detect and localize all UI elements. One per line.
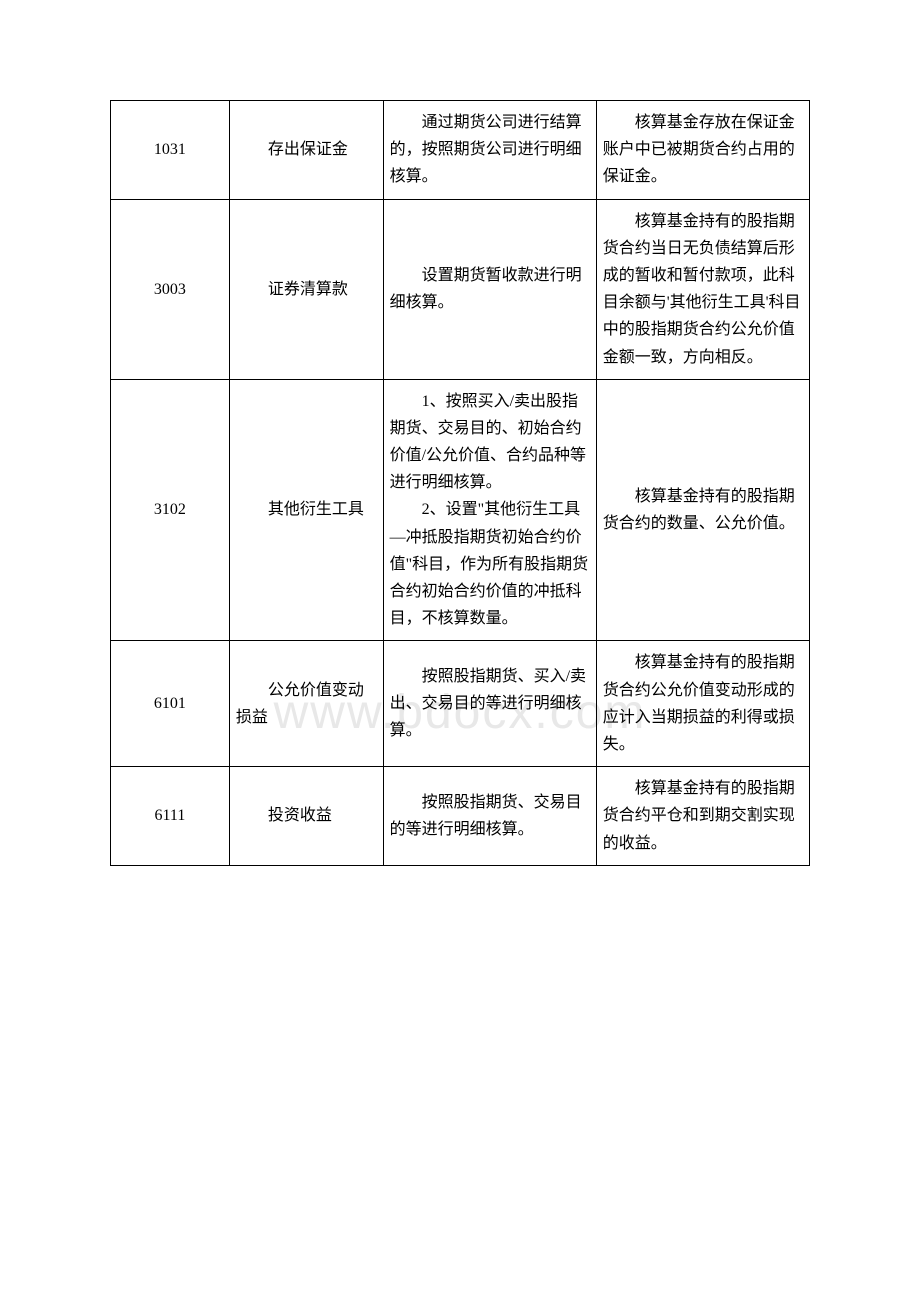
cell-desc: 核算基金持有的股指期货合约公允价值变动形成的应计入当期损益的利得或损失。 bbox=[596, 641, 809, 767]
cell-name: 证券清算款 bbox=[229, 199, 383, 379]
cell-desc: 核算基金持有的股指期货合约的数量、公允价值。 bbox=[596, 379, 809, 641]
cell-code: 6111 bbox=[111, 767, 230, 866]
cell-desc: 核算基金持有的股指期货合约平仓和到期交割实现的收益。 bbox=[596, 767, 809, 866]
cell-detail: 按照股指期货、交易目的等进行明细核算。 bbox=[383, 767, 596, 866]
cell-detail: 按照股指期货、买入/卖出、交易目的等进行明细核算。 bbox=[383, 641, 596, 767]
cell-name: 公允价值变动损益 bbox=[229, 641, 383, 767]
table-row: 6111 投资收益 按照股指期货、交易目的等进行明细核算。 核算基金持有的股指期… bbox=[111, 767, 810, 866]
table-row: 6101 公允价值变动损益 按照股指期货、买入/卖出、交易目的等进行明细核算。 … bbox=[111, 641, 810, 767]
cell-code: 3102 bbox=[111, 379, 230, 641]
cell-desc: 核算基金存放在保证金账户中已被期货合约占用的保证金。 bbox=[596, 101, 809, 200]
table-row: 3003 证券清算款 设置期货暂收款进行明细核算。 核算基金持有的股指期货合约当… bbox=[111, 199, 810, 379]
cell-name: 投资收益 bbox=[229, 767, 383, 866]
cell-detail: 通过期货公司进行结算的，按照期货公司进行明细核算。 bbox=[383, 101, 596, 200]
table-row: 3102 其他衍生工具 1、按照买入/卖出股指期货、交易目的、初始合约价值/公允… bbox=[111, 379, 810, 641]
accounting-table: 1031 存出保证金 通过期货公司进行结算的，按照期货公司进行明细核算。 核算基… bbox=[110, 100, 810, 866]
cell-detail: 设置期货暂收款进行明细核算。 bbox=[383, 199, 596, 379]
cell-code: 3003 bbox=[111, 199, 230, 379]
cell-code: 1031 bbox=[111, 101, 230, 200]
cell-desc: 核算基金持有的股指期货合约当日无负债结算后形成的暂收和暂付款项，此科目余额与'其… bbox=[596, 199, 809, 379]
table-row: 1031 存出保证金 通过期货公司进行结算的，按照期货公司进行明细核算。 核算基… bbox=[111, 101, 810, 200]
cell-name: 存出保证金 bbox=[229, 101, 383, 200]
cell-code: 6101 bbox=[111, 641, 230, 767]
cell-name: 其他衍生工具 bbox=[229, 379, 383, 641]
detail-para-1: 1、按照买入/卖出股指期货、交易目的、初始合约价值/公允价值、合约品种等进行明细… bbox=[390, 388, 590, 497]
detail-para-2: 2、设置"其他衍生工具—冲抵股指期货初始合约价值"科目，作为所有股指期货合约初始… bbox=[390, 496, 590, 632]
cell-detail: 1、按照买入/卖出股指期货、交易目的、初始合约价值/公允价值、合约品种等进行明细… bbox=[383, 379, 596, 641]
